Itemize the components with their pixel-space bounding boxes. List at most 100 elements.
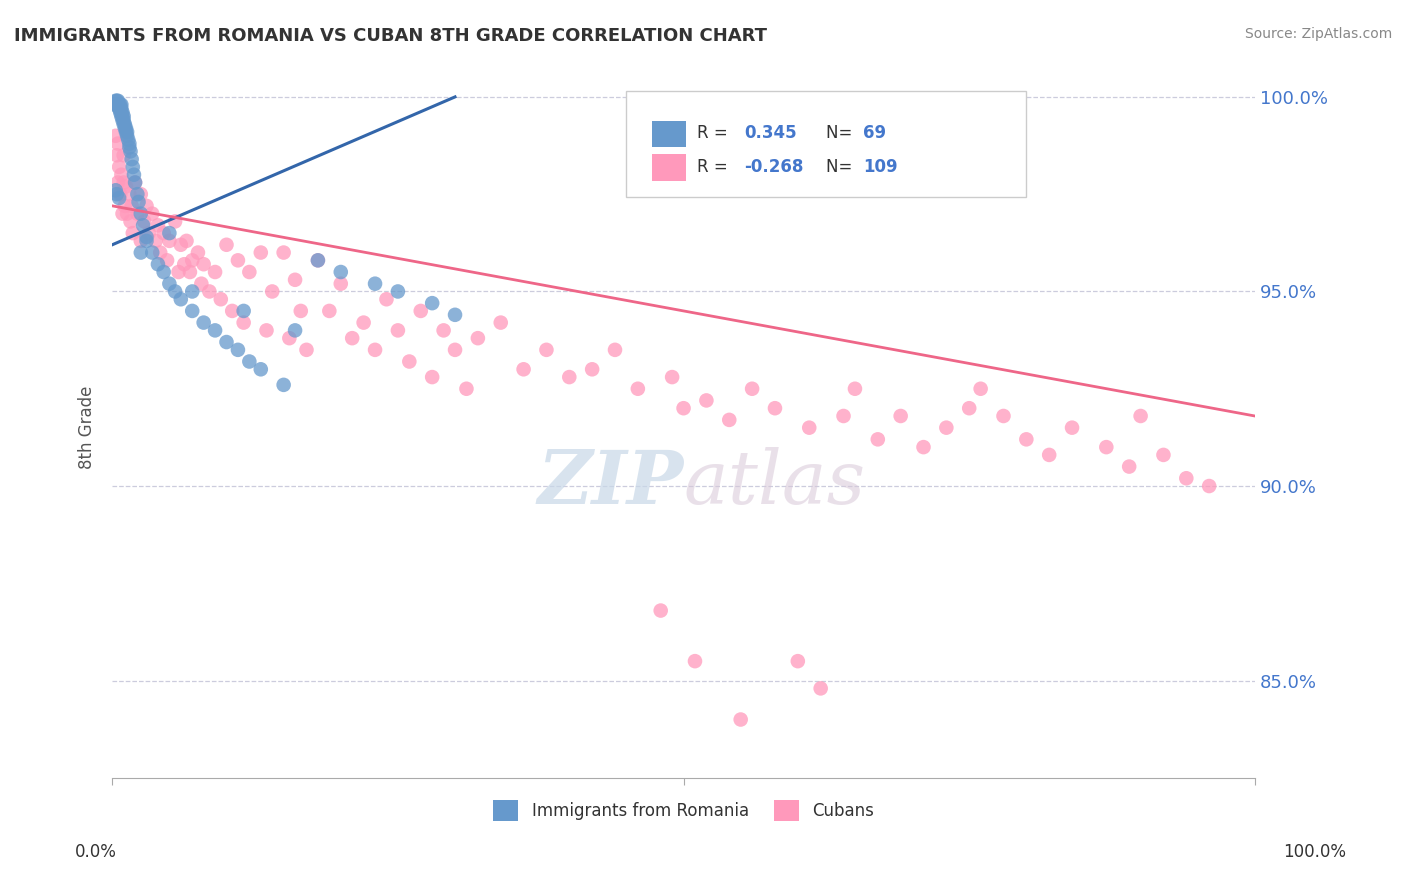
Point xyxy=(866,433,889,447)
Point xyxy=(1198,479,1220,493)
Point xyxy=(107,94,129,108)
Point xyxy=(115,179,138,194)
Point xyxy=(104,94,127,108)
Point xyxy=(290,304,312,318)
Point xyxy=(187,245,209,260)
Point xyxy=(110,102,132,116)
Text: 69: 69 xyxy=(863,125,886,143)
Point xyxy=(1095,440,1118,454)
Point xyxy=(141,207,163,221)
Point xyxy=(110,97,132,112)
Point xyxy=(121,199,143,213)
Text: 100.0%: 100.0% xyxy=(1284,843,1346,861)
Point xyxy=(110,168,132,182)
Point xyxy=(115,125,138,139)
Point xyxy=(844,382,866,396)
Point xyxy=(112,117,135,131)
Text: R =: R = xyxy=(697,125,734,143)
Point xyxy=(741,382,763,396)
Point xyxy=(215,334,238,349)
Point xyxy=(420,370,443,384)
Point xyxy=(799,420,821,434)
Point xyxy=(1060,420,1083,434)
Text: 0.345: 0.345 xyxy=(744,125,797,143)
Point xyxy=(209,292,232,306)
Point xyxy=(398,354,420,368)
Point xyxy=(170,292,193,306)
Point xyxy=(387,323,409,337)
Point xyxy=(581,362,603,376)
Point xyxy=(132,219,155,233)
Point xyxy=(157,234,180,248)
Point xyxy=(558,370,581,384)
Point xyxy=(763,401,786,416)
Point xyxy=(215,237,238,252)
Point xyxy=(387,285,409,299)
Point xyxy=(121,226,143,240)
Point xyxy=(512,362,534,376)
Point xyxy=(456,382,478,396)
Point xyxy=(124,176,146,190)
Point xyxy=(129,245,152,260)
Point xyxy=(105,94,128,108)
Point xyxy=(226,253,249,268)
Point xyxy=(284,323,307,337)
Point xyxy=(193,316,215,330)
Point xyxy=(108,102,131,116)
Point xyxy=(340,331,363,345)
Point xyxy=(120,214,142,228)
Point xyxy=(176,234,198,248)
Point xyxy=(364,343,387,357)
Point xyxy=(104,128,127,143)
Point xyxy=(165,214,187,228)
Point xyxy=(193,257,215,271)
Point xyxy=(112,176,135,190)
Point xyxy=(129,234,152,248)
Point xyxy=(103,97,125,112)
Point xyxy=(179,265,201,279)
Point xyxy=(181,304,204,318)
Point xyxy=(111,113,134,128)
Point xyxy=(112,148,135,162)
Point xyxy=(108,97,131,112)
Point xyxy=(832,409,855,423)
Point xyxy=(157,226,180,240)
Point xyxy=(329,265,352,279)
Point xyxy=(135,199,157,213)
Point xyxy=(165,285,187,299)
Legend: Immigrants from Romania, Cubans: Immigrants from Romania, Cubans xyxy=(485,792,882,829)
Point xyxy=(111,105,134,120)
Point xyxy=(190,277,212,291)
Point xyxy=(114,117,136,131)
Point xyxy=(536,343,558,357)
Point xyxy=(110,105,132,120)
Point xyxy=(238,265,260,279)
Point xyxy=(107,136,129,151)
Point xyxy=(105,97,128,112)
Point xyxy=(110,102,132,116)
Point xyxy=(957,401,980,416)
Point xyxy=(433,323,456,337)
Point xyxy=(890,409,912,423)
Point xyxy=(181,285,204,299)
Point xyxy=(111,207,134,221)
Point xyxy=(157,277,180,291)
Point xyxy=(118,140,141,154)
Point xyxy=(112,109,135,123)
Point xyxy=(124,176,146,190)
Point xyxy=(152,265,174,279)
Point xyxy=(420,296,443,310)
Point xyxy=(232,304,254,318)
Point xyxy=(969,382,991,396)
Point xyxy=(105,187,128,202)
Point xyxy=(134,214,156,228)
Point xyxy=(149,245,172,260)
Point xyxy=(467,331,489,345)
Point xyxy=(672,401,695,416)
Point xyxy=(249,362,271,376)
Point xyxy=(110,109,132,123)
Point xyxy=(128,194,150,209)
Point xyxy=(730,713,752,727)
Text: atlas: atlas xyxy=(683,448,866,520)
Point xyxy=(1118,459,1140,474)
